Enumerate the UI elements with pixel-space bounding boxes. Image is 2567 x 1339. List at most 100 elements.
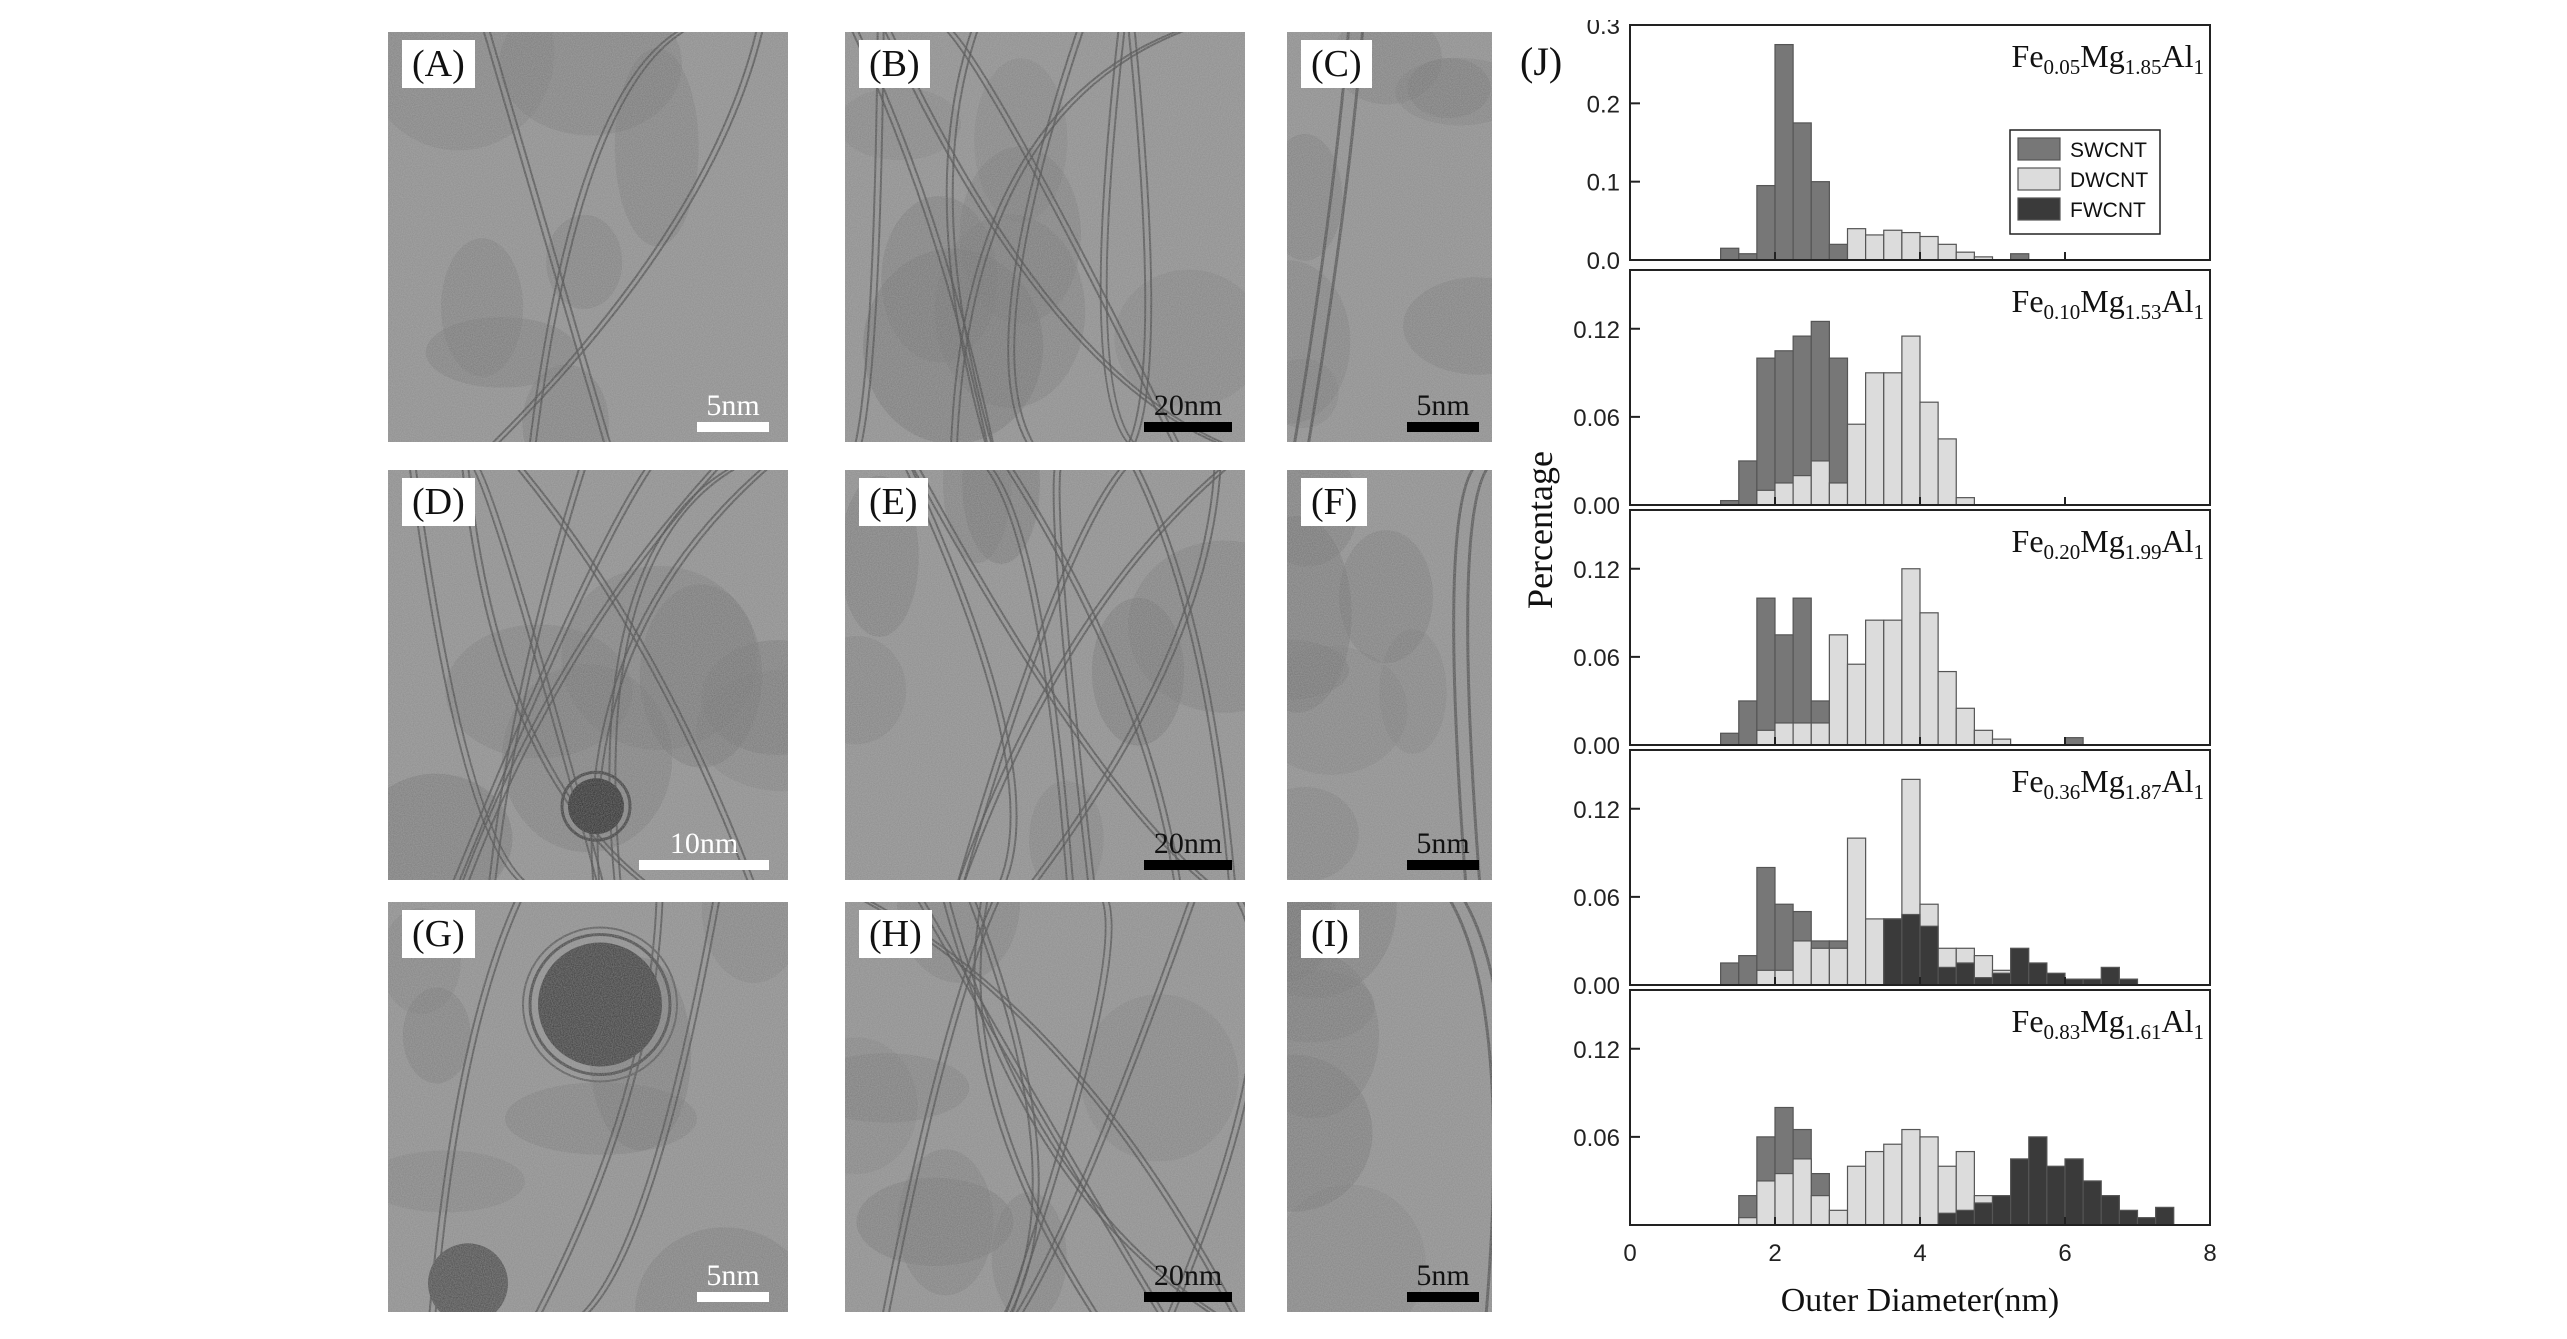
bar-fwcnt — [2082, 1180, 2102, 1226]
bar-fwcnt — [2028, 1136, 2048, 1226]
sample-composition-label: Fe0.36Mg1.87Al1 — [2012, 763, 2204, 804]
bar-dwcnt — [1846, 423, 1867, 506]
element-symbol: Fe — [2012, 38, 2044, 74]
scale-bar-text: 20nm — [1153, 1259, 1223, 1292]
bar-swcnt — [1720, 732, 1740, 746]
bar-dwcnt — [1919, 612, 1939, 746]
scale-bar-line — [1144, 860, 1232, 870]
scale-bar-line — [1144, 422, 1232, 432]
bar-swcnt — [1720, 962, 1740, 986]
element-symbol: Al — [2162, 1003, 2194, 1039]
bar-swcnt — [1756, 357, 1776, 506]
bar-fwcnt — [1973, 977, 1994, 986]
subscript: 1.99 — [2125, 540, 2162, 564]
x-tick-label: 4 — [1913, 1240, 1926, 1267]
bar-dwcnt — [1774, 482, 1794, 506]
subscript: 0.83 — [2044, 1020, 2081, 1044]
x-tick-label: 8 — [2203, 1240, 2216, 1267]
bar-dwcnt — [1919, 401, 1939, 506]
y-tick-label: 0.12 — [1573, 797, 1620, 824]
element-symbol: Mg — [2080, 523, 2124, 559]
bar-dwcnt — [1828, 1209, 1849, 1226]
element-symbol: Fe — [2012, 1003, 2044, 1039]
bar-swcnt — [1738, 700, 1758, 746]
legend-swatch-swcnt — [2017, 137, 2061, 161]
bar-swcnt — [1738, 955, 1758, 986]
bar-fwcnt — [2046, 1165, 2066, 1226]
scale-bar: 5nm — [692, 1260, 774, 1302]
scale-bar-line — [1407, 860, 1479, 870]
bar-dwcnt — [1738, 1217, 1758, 1226]
bar-fwcnt — [2046, 972, 2066, 986]
element-symbol: Mg — [2080, 1003, 2124, 1039]
scale-bar-line — [1407, 422, 1479, 432]
element-symbol: Mg — [2080, 763, 2124, 799]
bar-dwcnt — [1792, 475, 1812, 506]
scale-bar: 5nm — [692, 390, 774, 432]
bar-dwcnt — [1828, 947, 1849, 986]
bar-fwcnt — [2100, 1195, 2120, 1226]
bar-dwcnt — [1937, 438, 1957, 506]
element-symbol: Al — [2162, 763, 2194, 799]
bar-dwcnt — [1955, 707, 1975, 746]
bar-fwcnt — [1937, 1212, 1957, 1226]
element-symbol: Al — [2162, 523, 2194, 559]
bar-dwcnt — [1756, 1180, 1776, 1226]
scale-bar-line — [639, 860, 769, 870]
y-axis-label: Percentage — [1520, 451, 1560, 609]
bar-dwcnt — [1792, 722, 1812, 746]
scale-bar-text: 5nm — [706, 389, 760, 422]
element-symbol: Al — [2162, 38, 2194, 74]
sample-composition-label: Fe0.20Mg1.99Al1 — [2012, 523, 2204, 564]
bar-dwcnt — [1883, 619, 1903, 746]
bar-fwcnt — [2100, 966, 2120, 986]
bar-dwcnt — [1865, 372, 1885, 506]
x-tick-label: 2 — [1768, 1240, 1781, 1267]
element-symbol: Mg — [2080, 283, 2124, 319]
bar-fwcnt — [2155, 1206, 2175, 1226]
subscript: 0.20 — [2044, 540, 2081, 564]
bar-swcnt — [1756, 866, 1776, 986]
y-tick-label: 0.2 — [1587, 91, 1620, 118]
tem-panel-c: (C) 5nm — [1287, 32, 1492, 442]
bar-dwcnt — [1810, 947, 1830, 986]
bar-swcnt — [1792, 122, 1812, 261]
y-tick-label: 0.00 — [1573, 973, 1620, 1000]
y-tick-label: 0.06 — [1573, 645, 1620, 672]
panel-label: (G) — [402, 910, 475, 958]
y-tick-label: 0.1 — [1587, 170, 1620, 197]
bar-swcnt — [1828, 243, 1849, 261]
bar-dwcnt — [1846, 663, 1867, 746]
bar-dwcnt — [1919, 235, 1939, 261]
subscript: 1.61 — [2125, 1020, 2162, 1044]
chart-j-label: (J) — [1520, 39, 1563, 84]
bar-dwcnt — [1810, 460, 1830, 506]
bar-swcnt — [1756, 597, 1776, 746]
bar-dwcnt — [1883, 229, 1903, 261]
element-symbol: Al — [2162, 283, 2194, 319]
y-tick-label: 0.12 — [1573, 1037, 1620, 1064]
subscript: 1.87 — [2125, 780, 2162, 804]
panel-label: (I) — [1301, 910, 1359, 958]
bar-dwcnt — [1810, 722, 1830, 746]
subscript: 1 — [2194, 1020, 2205, 1044]
y-tick-label: 0.06 — [1573, 405, 1620, 432]
bar-dwcnt — [1756, 729, 1776, 746]
tem-panel-h: (H) 20nm — [845, 902, 1245, 1312]
y-tick-label: 0.12 — [1573, 557, 1620, 584]
bar-dwcnt — [1792, 1158, 1812, 1226]
bar-dwcnt — [1955, 251, 1975, 261]
bar-dwcnt — [1883, 372, 1903, 506]
sample-composition-label: Fe0.10Mg1.53Al1 — [2012, 283, 2204, 324]
bar-dwcnt — [1756, 969, 1776, 986]
sample-composition-label: Fe0.83Mg1.61Al1 — [2012, 1003, 2204, 1044]
scale-bar-text: 10nm — [669, 827, 739, 860]
bar-fwcnt — [2010, 947, 2030, 986]
element-symbol: Mg — [2080, 38, 2124, 74]
bar-dwcnt — [1901, 1128, 1921, 1226]
scale-bar: 20nm — [1139, 390, 1237, 432]
bar-dwcnt — [1901, 335, 1921, 506]
bar-dwcnt — [1919, 1136, 1939, 1226]
scale-bar-text: 5nm — [1416, 827, 1470, 860]
tem-panel-f: (F) 5nm — [1287, 470, 1492, 880]
